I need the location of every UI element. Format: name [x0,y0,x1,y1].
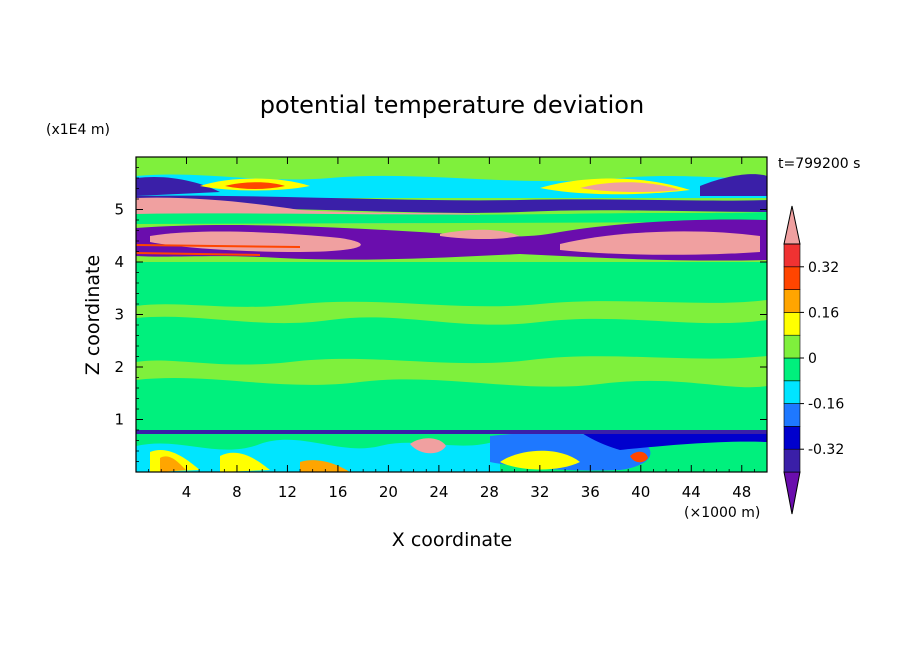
x-axis-label: X coordinate [392,529,512,551]
colorbar: 0.32 0.16 0 -0.16 -0.32 [783,205,844,515]
x-tick-label: 44 [682,483,701,501]
x-tick-label: 48 [732,483,751,501]
fill-top-purple [136,174,767,196]
x-unit-label: (×1000 m) [684,505,760,521]
fill-band-teal-mid [136,316,767,365]
fill-salmon-lens-right [580,182,680,193]
y-tick-label: 1 [114,411,124,429]
y-axis: 1 2 3 4 5 [114,167,767,462]
plot-area [136,157,767,472]
y-tick-label: 4 [114,253,124,271]
colorbar-tick-label: 0.16 [808,305,839,321]
colorbar-bin [783,448,801,473]
fill-band-teal-low [136,378,767,430]
colorbar-bin [783,289,801,313]
x-tick-label: 16 [328,483,347,501]
fill-red-stripes [136,244,300,256]
fill-salmon-lens-center [440,229,520,239]
colorbar-bin [783,426,801,450]
x-tick-label: 8 [232,483,242,501]
fill-bl-orange-left [160,456,350,472]
colorbar-extend-high [783,205,801,245]
y-tick-label: 3 [114,306,124,324]
colorbar-bin [783,380,801,404]
x-tick-label: 12 [278,483,297,501]
fill-navy-band [136,195,767,213]
time-label: t=799200 s [778,156,860,172]
x-tick-label: 28 [480,483,499,501]
x-tick-label: 32 [530,483,549,501]
chart-title: potential temperature deviation [260,91,644,119]
fill-bl-yellow-lens [500,450,580,470]
x-tick-label: 36 [581,483,600,501]
x-tick-label: 4 [182,483,192,501]
colorbar-bin [783,243,801,268]
fill-band-teal-upper [136,262,767,307]
colorbar-tick-label: 0 [808,351,817,367]
colorbar-tick-label: -0.32 [808,442,844,458]
colorbar-tick-label: 0.32 [808,260,839,276]
colorbar-extend-low [783,471,801,515]
y-axis-label: Z coordinate [82,255,104,375]
fill-green-gap [136,212,767,224]
x-tick-label: 24 [429,483,448,501]
colorbar-bin [783,312,801,336]
fill-salmon-lens-right2 [560,231,760,255]
x-tick-label: 40 [631,483,650,501]
fill-bl-salmon-blob [410,438,446,454]
fill-orange-lens-left [225,182,285,189]
colorbar-tick-label: -0.16 [808,397,844,413]
fill-top-green [136,157,767,177]
fill-bl-purple-edge [136,430,767,434]
x-axis: 4 8 12 16 20 24 28 32 36 40 44 48 [148,157,755,501]
colorbar-bin [783,266,801,290]
y-tick-label: 2 [114,358,124,376]
y-tick-label: 5 [114,201,124,219]
fill-salmon-lens-mid [150,231,361,252]
fill-bl-red-blob [630,451,648,463]
fill-bl-navy-right [580,431,767,450]
colorbar-bin [783,357,801,382]
colorbar-bin [783,403,801,427]
x-tick-label: 20 [379,483,398,501]
colorbar-bin [783,334,801,359]
y-unit-label: (x1E4 m) [46,122,110,138]
